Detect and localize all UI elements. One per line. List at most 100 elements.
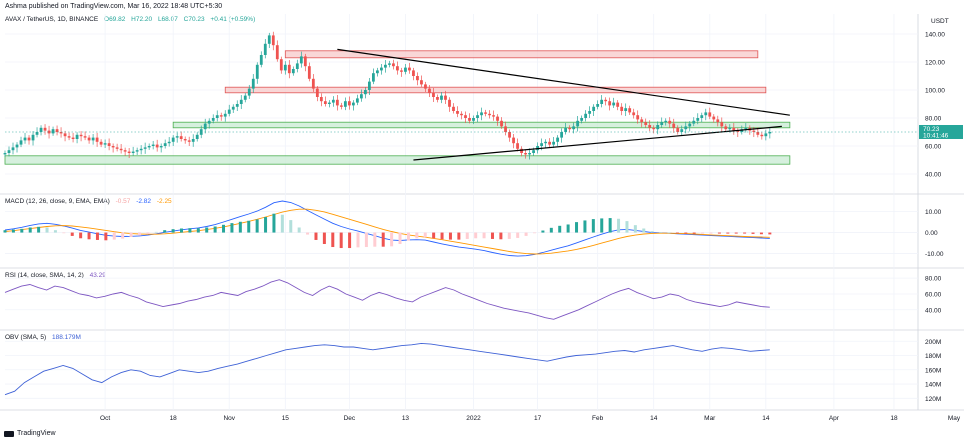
candle-body: [576, 120, 580, 127]
macd-histogram-bar: [247, 220, 251, 233]
candle-body: [632, 112, 636, 116]
candle-body: [299, 56, 303, 64]
candle-body: [712, 116, 716, 120]
candle-body: [255, 64, 259, 79]
macd-histogram-bar: [53, 230, 57, 233]
open-value: O69.82: [104, 16, 126, 23]
candle-body: [768, 132, 772, 134]
candle-body: [367, 81, 371, 90]
candle-body: [303, 56, 307, 67]
candle-body: [560, 132, 564, 138]
candle-body: [15, 144, 19, 148]
candle-body: [191, 139, 195, 142]
candle-body: [372, 73, 375, 82]
price-axis-currency: USDT: [931, 18, 949, 25]
candle-body: [175, 136, 179, 138]
macd-histogram-bar: [490, 232, 494, 239]
obv-legend[interactable]: OBV (SMA, 5) 188.179M: [5, 333, 85, 342]
candle-body: [732, 127, 736, 131]
candle-body: [87, 137, 91, 141]
candle-body: [376, 70, 379, 74]
obv-value: 188.179M: [52, 334, 81, 341]
series-line-obv: [4, 342, 770, 396]
macd-histogram-bar: [238, 221, 242, 233]
macd-histogram-bar: [406, 232, 410, 241]
candle-body: [263, 43, 267, 55]
price-axis-tick-label: 140.00: [925, 32, 945, 39]
macd-histogram-bar: [171, 229, 175, 233]
candle-body: [95, 137, 99, 142]
candle-body: [596, 104, 600, 107]
candle-body: [660, 122, 664, 125]
candle-body: [123, 150, 127, 152]
candle-body: [696, 118, 700, 121]
published-header: Ashma published on TradingView.com, Mar …: [0, 0, 964, 14]
candle-body: [207, 120, 211, 124]
candle-body: [496, 116, 499, 121]
macd-histogram-bar: [633, 225, 637, 233]
x-axis-tick-label: 17: [534, 415, 542, 422]
price-legend[interactable]: AVAX / TetherUS, 1D, BINANCE O69.82 H72.…: [5, 15, 259, 24]
series-line-signal: [4, 208, 770, 255]
candle-body: [211, 118, 215, 121]
candle-body: [167, 141, 171, 144]
candle-body: [195, 134, 199, 139]
macd-legend[interactable]: MACD (12, 26, close, 9, EMA, EMA) -0.57 …: [5, 197, 176, 206]
indicator-axis-tick-label: 40.00: [925, 307, 942, 314]
macd-histogram-bar: [692, 232, 696, 234]
candle-body: [51, 129, 55, 134]
candle-body: [319, 97, 323, 102]
indicator-axis-tick-label: 80.00: [925, 276, 942, 283]
macd-histogram-bar: [457, 232, 461, 240]
series-line-rsi: [4, 279, 770, 320]
macd-histogram-bar: [339, 232, 343, 249]
candle-body: [171, 137, 175, 142]
candle-body: [159, 146, 163, 148]
candle-body: [291, 69, 295, 74]
x-axis-tick-label: Oct: [100, 415, 110, 422]
macd-histogram-bar: [373, 232, 377, 247]
trendline-descending: [337, 48, 790, 116]
candle-body: [99, 141, 103, 145]
candle-body: [143, 147, 147, 149]
candle-body: [231, 106, 235, 110]
macd-histogram-bar: [104, 232, 108, 241]
candle-body: [23, 137, 27, 141]
macd-histogram-bar: [163, 230, 167, 233]
candle-body: [235, 104, 239, 107]
rsi-legend[interactable]: RSI (14, close, SMA, 14, 2) 43.29: [5, 271, 110, 280]
macd-histogram-bar: [541, 230, 545, 233]
candle-body: [484, 112, 487, 114]
macd-histogram-bar: [264, 217, 268, 233]
x-axis-tick-label: May: [948, 415, 961, 422]
candle-body: [55, 129, 59, 132]
macd-histogram-bar: [734, 232, 738, 234]
candle-body: [47, 130, 51, 134]
macd-histogram-bar: [423, 232, 427, 238]
macd-histogram-bar: [717, 232, 721, 234]
macd-histogram-bar: [364, 232, 368, 248]
candle-body: [392, 63, 395, 67]
macd-histogram-bar: [625, 221, 629, 233]
candle-body: [452, 106, 455, 111]
candle-body: [19, 140, 23, 145]
candle-body: [59, 132, 63, 134]
candle-body: [424, 84, 427, 89]
candle-body: [63, 133, 67, 137]
candle-body: [79, 134, 83, 137]
macd-histogram-bar: [95, 232, 99, 240]
support-zone: [172, 121, 791, 129]
candle-body: [355, 98, 359, 103]
candle-body: [624, 108, 628, 111]
macd-histogram-bar: [87, 232, 91, 240]
candle-body: [476, 115, 479, 118]
candle-body: [103, 143, 107, 145]
macd-histogram-bar: [759, 232, 763, 235]
candle-body: [283, 64, 287, 71]
macd-histogram-bar: [146, 232, 150, 234]
candle-body: [39, 127, 43, 132]
candle-body: [3, 153, 7, 155]
candle-body: [400, 70, 403, 72]
macd-histogram-bar: [121, 232, 125, 239]
